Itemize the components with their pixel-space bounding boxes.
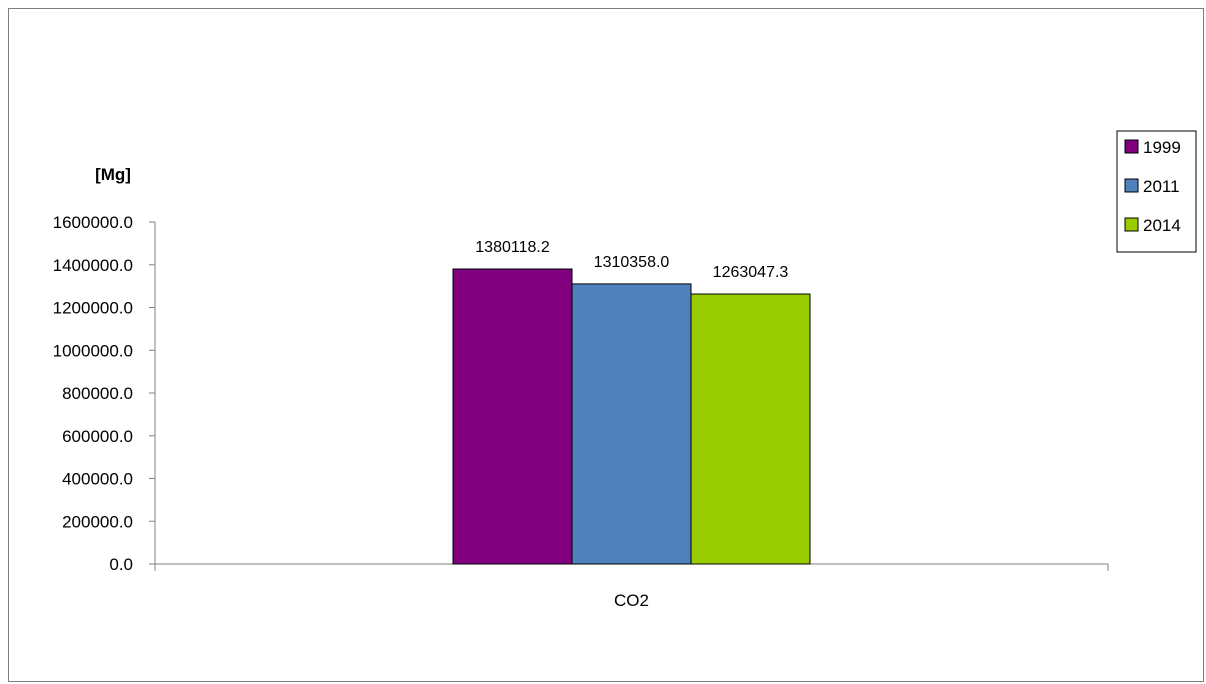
legend-label-2011: 2011 <box>1143 177 1180 196</box>
bar-2014 <box>690 293 811 565</box>
legend-swatch-2014 <box>1124 217 1139 232</box>
legend-swatch-1999 <box>1124 139 1139 154</box>
legend-label-2014: 2014 <box>1143 216 1181 235</box>
data-labels: 1380118.2 1310358.0 1263047.3 <box>475 239 788 281</box>
bar-2011 <box>571 283 692 565</box>
y-tick-label: 1000000.0 <box>53 341 133 360</box>
data-label-1999: 1380118.2 <box>475 239 550 256</box>
legend-swatch-2011 <box>1124 178 1139 193</box>
y-tick-label: 0.0 <box>109 555 133 574</box>
bar-1999 <box>452 268 573 565</box>
x-ticks: CO2 <box>154 564 1109 610</box>
data-label-2014: 1263047.3 <box>713 264 789 281</box>
y-tick-label: 1200000.0 <box>53 299 133 318</box>
y-ticks: 0.0 200000.0 400000.0 600000.0 800000.0 10000… <box>53 213 155 574</box>
y-tick-label: 1600000.0 <box>53 213 133 232</box>
y-tick-label: 400000.0 <box>62 470 133 489</box>
y-tick-label: 1400000.0 <box>53 256 133 275</box>
bars <box>452 268 811 565</box>
y-axis-label: [Mg] <box>95 165 131 184</box>
x-tick-label: CO2 <box>614 591 649 610</box>
y-tick-label: 200000.0 <box>62 512 133 531</box>
y-tick-label: 800000.0 <box>62 384 133 403</box>
legend-label-1999: 1999 <box>1143 138 1181 157</box>
y-tick-label: 600000.0 <box>62 427 133 446</box>
data-label-2011: 1310358.0 <box>594 254 670 271</box>
legend: 1999 2011 2014 <box>1116 130 1197 253</box>
